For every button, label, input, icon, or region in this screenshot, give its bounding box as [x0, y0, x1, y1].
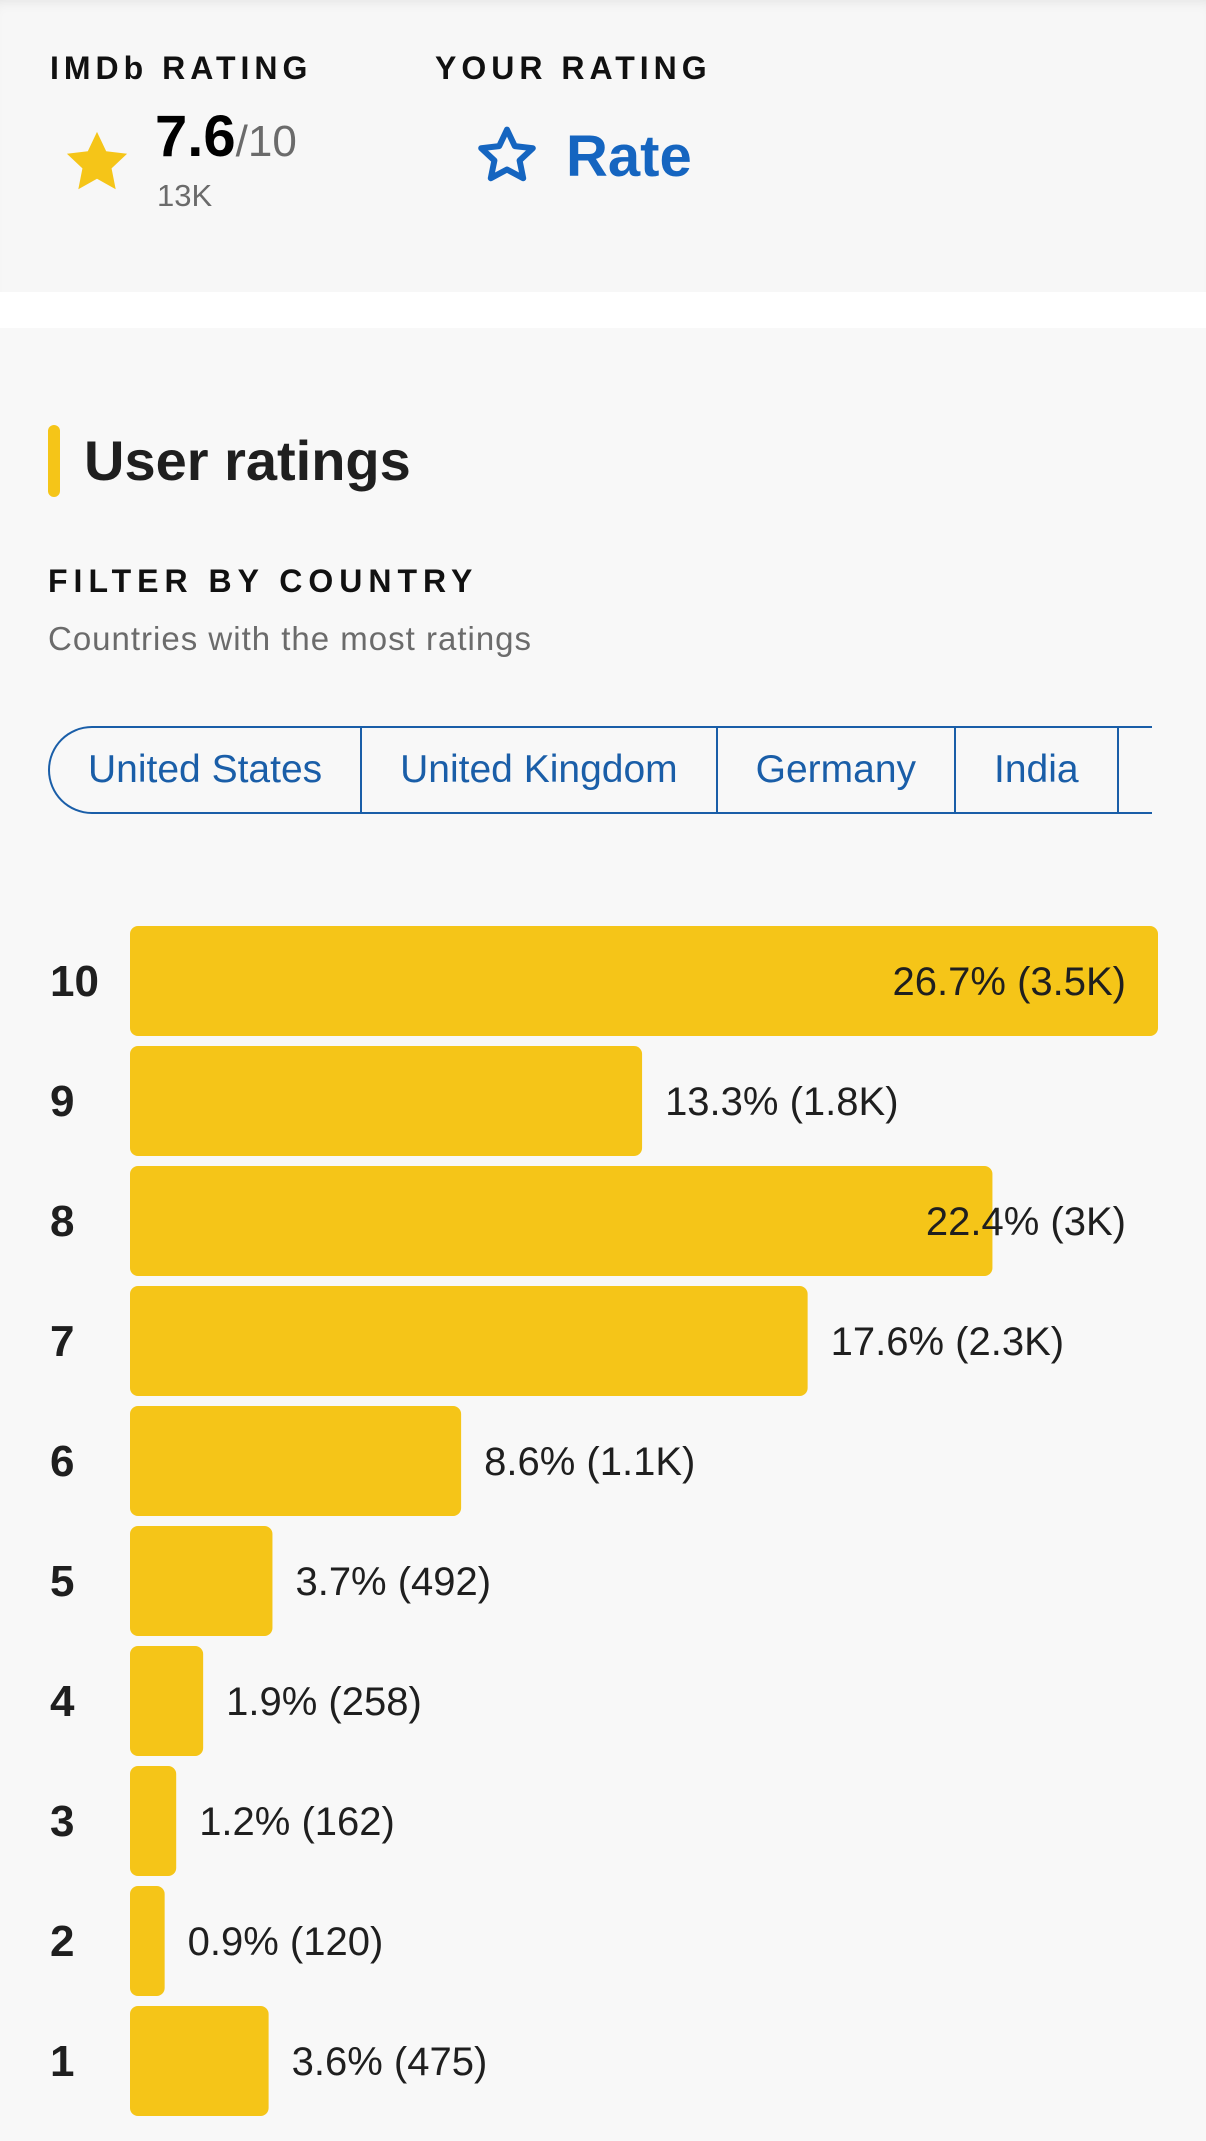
bar-value-label-4: 1.9% (258): [226, 1680, 422, 1724]
country-chip-germany[interactable]: Germany: [718, 728, 957, 812]
rating-bar-8: [130, 1166, 993, 1276]
imdb-rating-label: IMDb RATING: [50, 50, 313, 86]
vote-count: 13K: [157, 178, 213, 213]
rating-label-4: 4: [50, 1677, 75, 1726]
rating-label-9: 9: [50, 1077, 74, 1126]
star-filled-icon: [66, 131, 128, 190]
rating-bar-3: [130, 1766, 177, 1876]
country-filter-chips: United States United Kingdom Germany Ind…: [48, 726, 1152, 814]
country-chip-united-states[interactable]: United States: [50, 728, 363, 812]
section-accent-bar: [48, 425, 60, 497]
rating-distribution-chart: 10 26.7% (3.5K) 9 13.3% (1.8K) 8 22.4% (3K) 7 1…: [50, 926, 1158, 2116]
rate-label: Rate: [566, 123, 692, 189]
rating-bar-10: [130, 926, 1158, 1036]
rating-label-8: 8: [50, 1197, 74, 1246]
bar-value-label-5: 3.7% (492): [295, 1560, 491, 1604]
your-rating-label: YOUR RATING: [435, 50, 712, 86]
rating-bar-1: [130, 2006, 269, 2116]
section-divider: [0, 292, 1206, 328]
rating-bar-9: [130, 1046, 643, 1156]
bar-value-label-1: 3.6% (475): [292, 2040, 488, 2084]
bar-value-label-7: 17.6% (2.3K): [831, 1320, 1064, 1364]
bar-value-label-3: 1.2% (162): [199, 1800, 395, 1844]
imdb-score: 7.6/10: [155, 108, 297, 166]
rating-label-10: 10: [50, 957, 99, 1006]
filter-by-country-label: FILTER BY COUNTRY: [48, 563, 479, 599]
rating-bar-5: [130, 1526, 273, 1636]
rating-label-6: 6: [50, 1437, 74, 1486]
rating-label-2: 2: [50, 1917, 74, 1966]
bar-value-label-2: 0.9% (120): [188, 1920, 384, 1964]
rating-bar-4: [130, 1646, 204, 1756]
score-value: 7.6: [155, 104, 236, 169]
rating-label-1: 1: [50, 2037, 74, 2086]
rating-label-5: 5: [50, 1557, 74, 1606]
rating-bar-7: [130, 1286, 808, 1396]
bar-value-label-9: 13.3% (1.8K): [665, 1080, 898, 1124]
bar-value-label-8: 22.4% (3K): [926, 1200, 1126, 1244]
star-outline-icon: [478, 126, 536, 182]
bar-value-label-6: 8.6% (1.1K): [484, 1440, 695, 1484]
rating-label-3: 3: [50, 1797, 74, 1846]
score-out-of: /10: [235, 117, 297, 166]
rating-summary-card: IMDb RATING YOUR RATING 7.6/10 13K Rate: [0, 0, 1206, 292]
country-chip-india[interactable]: India: [956, 728, 1119, 812]
bar-value-label-10: 26.7% (3.5K): [893, 960, 1126, 1004]
rating-bar-6: [130, 1406, 462, 1516]
rating-label-7: 7: [50, 1317, 74, 1366]
rating-bar-2: [130, 1886, 165, 1996]
section-title: User ratings: [84, 429, 411, 492]
filter-subtitle: Countries with the most ratings: [48, 620, 533, 657]
country-chip-united-kingdom[interactable]: United Kingdom: [362, 728, 718, 812]
rate-button[interactable]: Rate: [470, 120, 692, 192]
